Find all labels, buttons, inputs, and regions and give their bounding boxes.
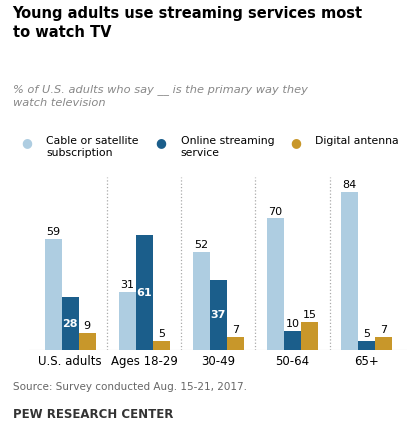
- Bar: [341, 192, 358, 350]
- Bar: [193, 252, 210, 350]
- Bar: [375, 337, 392, 350]
- Bar: [227, 337, 244, 350]
- Text: 31: 31: [120, 280, 134, 290]
- Text: Digital antenna: Digital antenna: [315, 136, 399, 146]
- Bar: [301, 322, 318, 350]
- Text: 7: 7: [232, 325, 239, 335]
- Bar: [45, 239, 62, 350]
- Text: PEW RESEARCH CENTER: PEW RESEARCH CENTER: [13, 408, 173, 421]
- Text: 15: 15: [302, 310, 317, 320]
- Text: 7: 7: [380, 325, 387, 335]
- Text: ●: ●: [290, 136, 301, 149]
- Text: 37: 37: [211, 310, 226, 320]
- Bar: [284, 331, 301, 350]
- Text: 70: 70: [268, 206, 283, 216]
- Bar: [62, 297, 79, 350]
- Text: 52: 52: [194, 240, 208, 251]
- Bar: [358, 340, 375, 350]
- Bar: [153, 340, 170, 350]
- Text: 28: 28: [63, 319, 78, 329]
- Bar: [79, 333, 96, 350]
- Text: 10: 10: [286, 319, 299, 329]
- Text: ●: ●: [21, 136, 32, 149]
- Text: 5: 5: [363, 329, 370, 339]
- Text: % of U.S. adults who say __ is the primary way they
watch television: % of U.S. adults who say __ is the prima…: [13, 84, 307, 108]
- Bar: [267, 219, 284, 350]
- Text: Young adults use streaming services most
to watch TV: Young adults use streaming services most…: [13, 6, 363, 40]
- Text: ●: ●: [155, 136, 166, 149]
- Text: 84: 84: [342, 180, 357, 190]
- Text: 9: 9: [84, 321, 91, 331]
- Text: Source: Survey conducted Aug. 15-21, 2017.: Source: Survey conducted Aug. 15-21, 201…: [13, 382, 247, 392]
- Text: 5: 5: [158, 329, 165, 339]
- Bar: [136, 235, 153, 350]
- Text: 61: 61: [136, 288, 152, 298]
- Text: Online streaming
service: Online streaming service: [181, 136, 274, 159]
- Bar: [119, 292, 136, 350]
- Text: 59: 59: [46, 227, 60, 237]
- Text: Cable or satellite
subscription: Cable or satellite subscription: [46, 136, 139, 159]
- Bar: [210, 280, 227, 350]
